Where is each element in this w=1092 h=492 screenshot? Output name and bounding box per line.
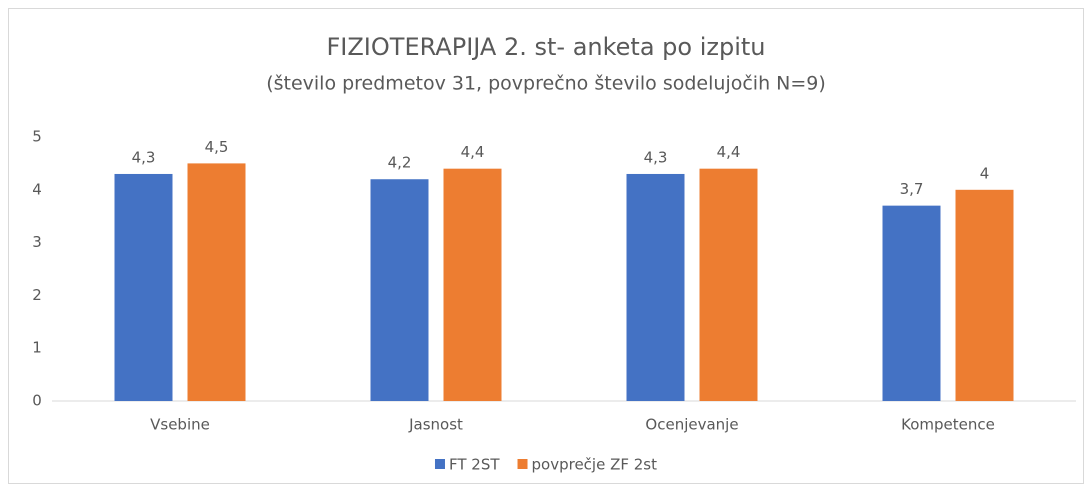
y-tick-label: 1 [32, 339, 42, 357]
data-label: 4,5 [205, 138, 229, 156]
y-tick-label: 2 [32, 286, 42, 304]
legend-swatch [517, 459, 528, 469]
bar [187, 163, 246, 401]
data-label: 4,4 [461, 143, 485, 161]
legend-swatch [434, 459, 445, 469]
bar [114, 173, 173, 401]
chart-title: FIZIOTERAPIJA 2. st- anketa po izpitu [326, 33, 765, 61]
data-label: 4,3 [644, 148, 668, 166]
bar [370, 179, 429, 401]
data-label: 4 [980, 164, 990, 182]
legend-label: povprečje ZF 2st [532, 456, 658, 474]
data-label: 4,3 [132, 148, 156, 166]
y-tick-label: 3 [32, 233, 42, 251]
bar [626, 173, 685, 401]
bar [882, 205, 941, 401]
bar [699, 168, 758, 401]
bar [443, 168, 502, 401]
x-tick-label: Vsebine [150, 416, 210, 434]
chart-subtitle: (število predmetov 31, povprečno število… [266, 73, 826, 95]
x-tick-label: Jasnost [408, 416, 463, 434]
data-label: 4,2 [388, 154, 412, 172]
data-label: 3,7 [900, 180, 924, 198]
x-tick-label: Ocenjevanje [645, 416, 738, 434]
legend-label: FT 2ST [449, 456, 500, 474]
data-label: 4,4 [717, 143, 741, 161]
y-tick-label: 4 [32, 180, 42, 198]
y-tick-label: 5 [32, 128, 42, 146]
y-tick-label: 0 [32, 392, 42, 410]
x-tick-label: Kompetence [901, 416, 995, 434]
bar [955, 189, 1014, 401]
